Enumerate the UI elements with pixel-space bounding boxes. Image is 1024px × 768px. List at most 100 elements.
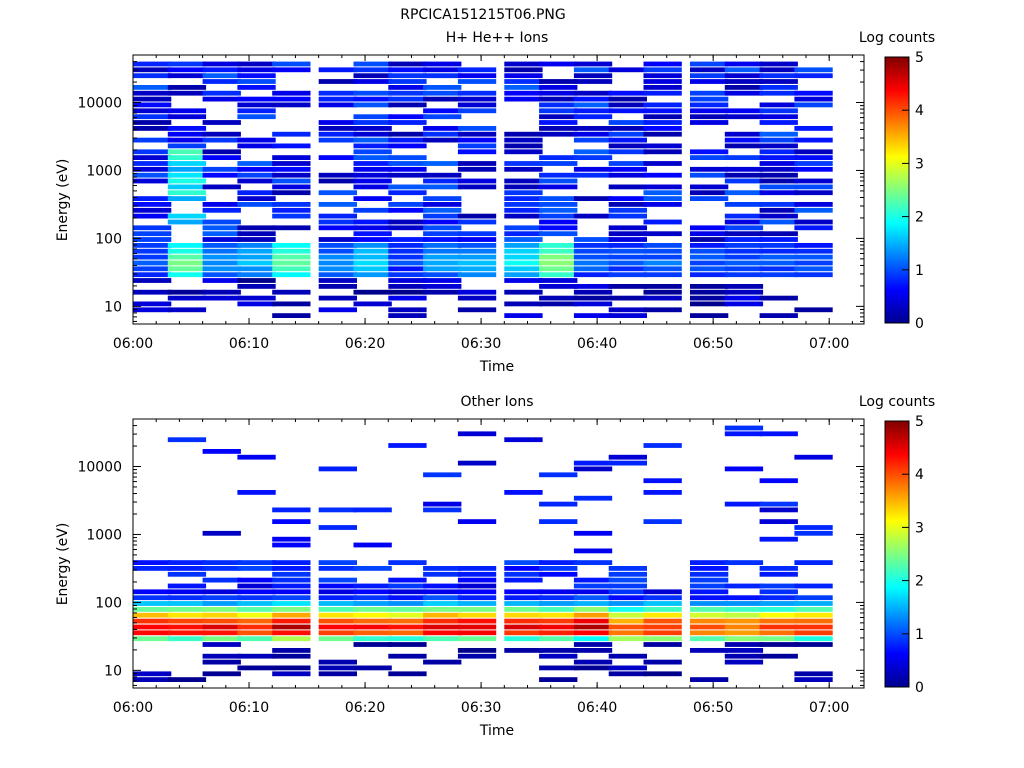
heatmap-cell	[643, 266, 682, 272]
heatmap-cell	[690, 190, 729, 196]
heatmap-cell	[724, 266, 764, 272]
heatmap-cell	[388, 653, 427, 659]
heatmap-cell	[608, 583, 647, 589]
heatmap-cell	[643, 67, 682, 73]
heatmap-cell	[353, 624, 392, 630]
heatmap-cell	[457, 571, 497, 577]
heatmap-cell	[573, 495, 613, 501]
heatmap-cell	[504, 254, 543, 260]
heatmap-cell	[794, 454, 833, 460]
heatmap-cell	[724, 595, 764, 601]
heatmap-cell	[573, 577, 613, 583]
heatmap-cell	[388, 190, 427, 196]
x-tick-label: 06:10	[229, 336, 269, 352]
heatmap-cell	[272, 96, 311, 102]
heatmap-cell	[457, 630, 497, 636]
heatmap-cell	[272, 67, 311, 73]
heatmap-cell	[539, 96, 578, 102]
heatmap-cell	[608, 143, 647, 149]
y-tick-label: 10000	[77, 95, 122, 111]
heatmap-cell	[690, 571, 729, 577]
heatmap-cell	[759, 85, 798, 90]
heatmap-cell	[608, 126, 647, 131]
heatmap-cell	[202, 149, 241, 155]
heatmap-cell	[504, 248, 543, 254]
x-tick-label: 06:30	[461, 700, 501, 716]
heatmap-cell	[504, 143, 543, 149]
heatmap-cell	[794, 595, 833, 601]
heatmap-cell	[539, 61, 578, 67]
heatmap-cell	[388, 166, 427, 172]
heatmap-cell	[794, 149, 833, 155]
heatmap-cell	[690, 272, 729, 278]
y-tick-label: 10	[104, 663, 122, 679]
heatmap-cell	[133, 243, 172, 248]
heatmap-cell	[318, 190, 357, 196]
heatmap-cell	[759, 67, 798, 73]
heatmap-cell	[353, 114, 392, 120]
heatmap-cell	[133, 630, 172, 636]
heatmap-cell	[423, 501, 462, 507]
heatmap-cell	[539, 612, 578, 618]
heatmap-cell	[388, 601, 427, 606]
heatmap-cell	[759, 501, 798, 507]
heatmap-cell	[724, 607, 764, 612]
heatmap-cell	[318, 566, 357, 571]
heatmap-cell	[423, 624, 462, 630]
heatmap-cell	[759, 102, 798, 108]
colorbar-tick-label: 2	[915, 210, 924, 226]
heatmap-cell	[388, 589, 427, 595]
heatmap-cell	[318, 601, 357, 606]
heatmap-cell	[573, 237, 613, 242]
heatmap-cell	[318, 120, 357, 125]
x-tick-label: 06:50	[693, 700, 733, 716]
heatmap-cell	[690, 225, 729, 231]
y-tick-label: 100	[95, 595, 122, 611]
heatmap-cell	[504, 437, 543, 443]
heatmap-cell	[318, 225, 357, 231]
heatmap-cell	[423, 61, 462, 67]
heatmap-cell	[457, 577, 497, 583]
heatmap-cell	[353, 207, 392, 213]
heatmap-cell	[504, 571, 543, 577]
heatmap-cell	[423, 161, 462, 166]
heatmap-cell	[504, 595, 543, 601]
heatmap-cell	[457, 143, 497, 149]
heatmap-cell	[272, 542, 311, 548]
heatmap-cell	[237, 577, 276, 583]
heatmap-cell	[167, 114, 207, 120]
heatmap-cell	[202, 612, 241, 618]
heatmap-cell	[724, 254, 764, 260]
heatmap-cell	[388, 207, 427, 213]
heatmap-cell	[759, 184, 798, 190]
heatmap-cell	[457, 519, 497, 524]
heatmap-cell	[504, 161, 543, 166]
heatmap-cell	[318, 595, 357, 601]
heatmap-cell	[690, 577, 729, 583]
heatmap-cell	[457, 307, 497, 313]
heatmap-cell	[608, 102, 647, 108]
heatmap-cell	[202, 618, 241, 624]
heatmap-cell	[457, 648, 497, 653]
bottom-colorbar-ticks: 0 1 2 3 4 5	[902, 414, 924, 696]
heatmap-cell	[388, 583, 427, 589]
heatmap-cell	[539, 272, 578, 278]
heatmap-cell	[573, 248, 613, 254]
heatmap-cell	[237, 237, 276, 242]
x-tick-label: 06:40	[577, 336, 617, 352]
colorbar-tick-label: 1	[915, 263, 924, 279]
heatmap-cell	[133, 207, 172, 213]
heatmap-cell	[353, 102, 392, 108]
heatmap-cell	[423, 607, 462, 612]
heatmap-cell	[272, 202, 311, 207]
heatmap-cell	[690, 108, 729, 114]
heatmap-cell	[504, 85, 543, 90]
heatmap-cell	[272, 272, 311, 278]
heatmap-cell	[272, 213, 311, 219]
heatmap-cell	[423, 73, 462, 79]
top-x-axis: 06:00 06:10 06:20 06:30 06:40 06:50 07:00	[113, 55, 853, 352]
heatmap-cell	[318, 237, 357, 242]
heatmap-cell	[272, 595, 311, 601]
heatmap-cell	[167, 67, 207, 73]
heatmap-cell	[272, 607, 311, 612]
